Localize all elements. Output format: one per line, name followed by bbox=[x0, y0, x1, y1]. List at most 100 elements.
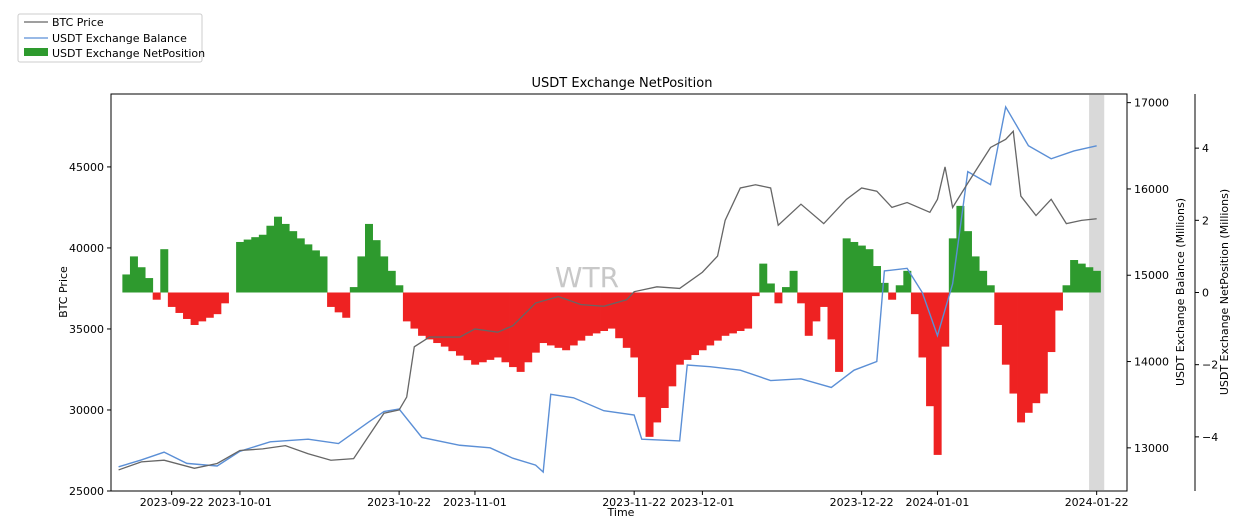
netposition-bar bbox=[546, 292, 555, 346]
netposition-bar bbox=[190, 292, 199, 325]
netposition-bar bbox=[615, 292, 624, 339]
balance-series-line bbox=[118, 104, 1097, 474]
btc-series-line bbox=[118, 129, 1097, 471]
netposition-bar bbox=[1092, 270, 1101, 293]
x-tick-label: 2024-01-22 bbox=[1065, 496, 1129, 509]
netposition-bar bbox=[243, 239, 252, 293]
netposition-bar bbox=[577, 292, 586, 341]
netposition-bar bbox=[653, 292, 662, 423]
netposition-bar bbox=[266, 225, 275, 293]
netposition-bar bbox=[296, 238, 305, 293]
netposition-bar bbox=[766, 283, 775, 293]
netposition-bar bbox=[175, 292, 184, 313]
netposition-tick-label: −2 bbox=[1202, 359, 1218, 372]
x-tick-label: 2024-01-01 bbox=[905, 496, 969, 509]
left-tick-label: 35000 bbox=[69, 323, 104, 336]
netposition-bar bbox=[251, 237, 260, 293]
netposition-bar bbox=[440, 292, 449, 347]
netposition-bar bbox=[167, 292, 176, 307]
netposition-bar bbox=[630, 292, 639, 358]
netposition-bar bbox=[827, 292, 836, 340]
netposition-bar bbox=[349, 287, 358, 293]
netposition-bar bbox=[592, 292, 601, 334]
netposition-tick-label: 4 bbox=[1202, 142, 1209, 155]
netposition-bar bbox=[865, 249, 874, 293]
netposition-tick-label: 2 bbox=[1202, 214, 1209, 227]
netposition-bar bbox=[979, 270, 988, 293]
legend-label-balance: USDT Exchange Balance bbox=[52, 32, 187, 45]
netposition-bar bbox=[660, 292, 669, 408]
netposition-bar bbox=[198, 292, 207, 322]
netposition-bar bbox=[463, 292, 472, 361]
x-axis-ticks: 2023-09-22 2023-10-01 2023-10-22 2023-11-01… bbox=[140, 491, 1129, 509]
netposition-bar bbox=[857, 245, 866, 293]
netposition-bar bbox=[683, 292, 692, 360]
plot-frame bbox=[110, 93, 1128, 492]
left-axis-ticks: 25000 30000 35000 40000 45000 bbox=[69, 161, 111, 498]
netposition-bar bbox=[524, 292, 533, 363]
netposition-bar bbox=[418, 292, 427, 336]
netposition-bar bbox=[281, 223, 290, 293]
netposition-bar bbox=[122, 274, 131, 293]
netposition-bar bbox=[501, 292, 510, 363]
netposition-bar bbox=[433, 292, 442, 344]
netposition-bar bbox=[668, 292, 677, 387]
legend: BTC Price USDT Exchange Balance USDT Exc… bbox=[17, 13, 205, 63]
legend-label-btc: BTC Price bbox=[52, 16, 104, 29]
netposition-bar bbox=[933, 292, 942, 455]
netposition-bar bbox=[380, 256, 389, 293]
netposition-axis-label: USDT Exchange NetPosition (Millions) bbox=[1218, 189, 1231, 395]
netposition-bar bbox=[607, 292, 616, 329]
netposition-tick-label: 0 bbox=[1202, 287, 1209, 300]
netposition-bar bbox=[1062, 285, 1071, 293]
netposition-bar bbox=[1024, 292, 1033, 413]
netposition-bar bbox=[342, 292, 351, 318]
netposition-bar bbox=[1017, 292, 1026, 423]
netposition-bar bbox=[220, 292, 229, 304]
netposition-axis-ticks: −4 −2 0 2 4 bbox=[1195, 142, 1218, 444]
netposition-bar bbox=[569, 292, 578, 346]
netposition-bar bbox=[1047, 292, 1056, 353]
x-axis-label: Time bbox=[607, 506, 635, 519]
netposition-bar bbox=[357, 256, 366, 293]
right-tick-label: 13000 bbox=[1134, 442, 1169, 455]
netposition-bar bbox=[1085, 267, 1094, 293]
netposition-bar bbox=[584, 292, 593, 336]
netposition-bar bbox=[895, 285, 904, 293]
netposition-bar bbox=[334, 292, 343, 313]
netposition-bar bbox=[698, 292, 707, 351]
netposition-bar bbox=[493, 292, 502, 358]
netposition-bar bbox=[1070, 260, 1079, 293]
netposition-bar bbox=[880, 282, 889, 293]
right-axis-ticks: 13000 14000 15000 16000 17000 bbox=[1127, 97, 1169, 455]
netposition-bar bbox=[713, 292, 722, 341]
netposition-bar bbox=[145, 278, 154, 293]
x-tick-label: 2023-10-22 bbox=[367, 496, 431, 509]
legend-label-netposition: USDT Exchange NetPosition bbox=[52, 47, 205, 60]
legend-box bbox=[17, 13, 203, 63]
netposition-bar bbox=[812, 292, 821, 322]
netposition-bar bbox=[539, 292, 548, 344]
x-tick-label: 2023-10-01 bbox=[208, 496, 272, 509]
netposition-bar bbox=[554, 292, 563, 348]
netposition-bar bbox=[918, 292, 927, 358]
netposition-bar bbox=[160, 249, 169, 293]
netposition-bar bbox=[258, 234, 267, 293]
netposition-bar bbox=[600, 292, 609, 331]
right-tick-label: 14000 bbox=[1134, 356, 1169, 369]
netposition-bar bbox=[183, 292, 192, 319]
netposition-bar bbox=[129, 256, 138, 293]
netposition-bar bbox=[311, 250, 320, 293]
netposition-bar bbox=[910, 292, 919, 315]
netposition-bar bbox=[637, 292, 646, 398]
netposition-bar bbox=[728, 292, 737, 334]
netposition-bars bbox=[122, 205, 1101, 455]
netposition-bar bbox=[751, 292, 760, 297]
netposition-bar bbox=[622, 292, 631, 348]
netposition-bar bbox=[236, 241, 245, 293]
netposition-bar bbox=[645, 292, 654, 437]
netposition-bar bbox=[1039, 292, 1048, 394]
netposition-bar bbox=[562, 292, 571, 351]
netposition-bar bbox=[873, 266, 881, 293]
